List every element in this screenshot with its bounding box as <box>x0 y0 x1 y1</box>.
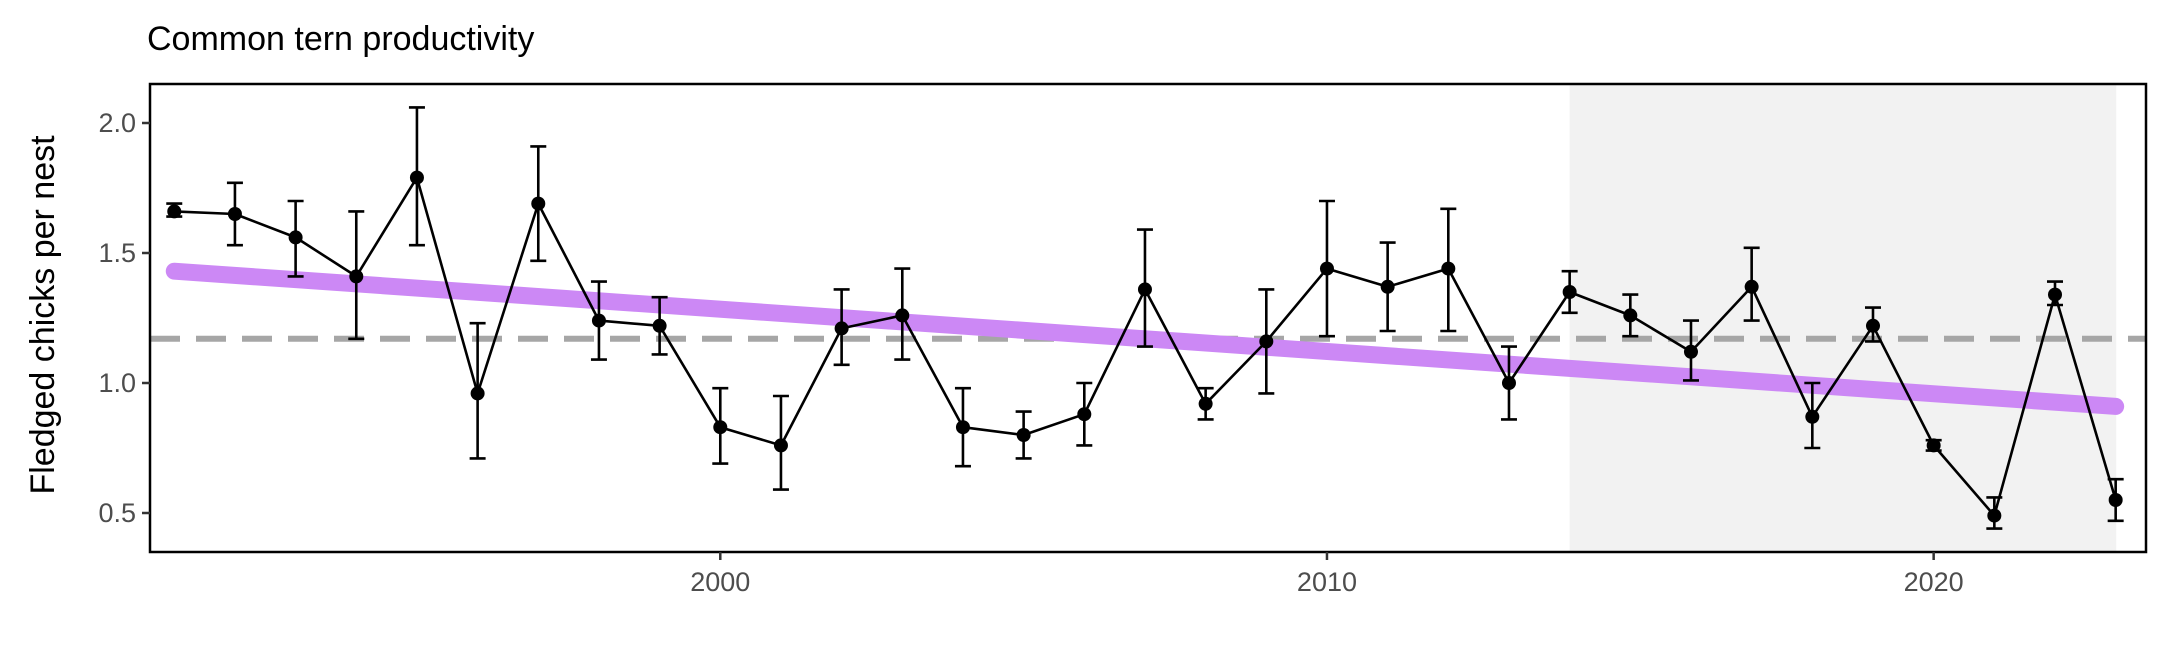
y-tick-label: 1.0 <box>98 368 136 398</box>
data-point <box>1259 334 1274 349</box>
data-point <box>895 308 910 323</box>
data-point <box>1137 282 1152 297</box>
data-point <box>713 420 728 435</box>
data-point <box>1987 508 2002 523</box>
data-point <box>531 196 546 211</box>
data-point <box>167 204 182 219</box>
plot-area: 0.5 1.0 1.5 2.0 2000 2010 2020 <box>98 82 2148 597</box>
data-point <box>227 207 242 221</box>
data-point <box>955 420 970 435</box>
data-point <box>1926 438 1941 453</box>
data-point <box>652 318 667 333</box>
data-point <box>349 269 364 284</box>
data-point <box>470 386 485 401</box>
data-point <box>1198 396 1213 411</box>
data-point <box>1077 407 1092 422</box>
y-tick-label: 1.5 <box>98 238 136 268</box>
data-point <box>409 170 424 185</box>
x-tick-label: 2000 <box>690 567 750 597</box>
y-tick-label: 2.0 <box>98 108 136 138</box>
plot-border <box>148 82 2148 554</box>
x-tick-label: 2020 <box>1904 567 1964 597</box>
y-axis-label: Fledged chicks per nest <box>24 135 62 495</box>
chart-title: Common tern productivity <box>147 20 534 58</box>
data-point <box>1744 279 1759 294</box>
data-point <box>834 321 849 336</box>
data-point <box>1380 279 1395 294</box>
data-point <box>1441 261 1456 276</box>
shaded-period-region <box>1569 84 2117 552</box>
x-tick-label: 2010 <box>1297 567 1357 597</box>
data-point <box>1805 409 1820 424</box>
data-point <box>591 313 606 328</box>
data-point <box>1623 308 1638 323</box>
data-point <box>2047 287 2062 302</box>
data-point <box>1865 318 1880 333</box>
data-point <box>2108 493 2123 507</box>
data-point <box>1683 344 1698 359</box>
data-point <box>1319 261 1334 276</box>
data-point <box>288 230 303 245</box>
y-tick-label: 0.5 <box>98 498 136 528</box>
data-point <box>773 438 788 453</box>
data-point <box>1562 285 1577 299</box>
data-point <box>1016 428 1031 442</box>
data-point <box>1501 376 1516 390</box>
